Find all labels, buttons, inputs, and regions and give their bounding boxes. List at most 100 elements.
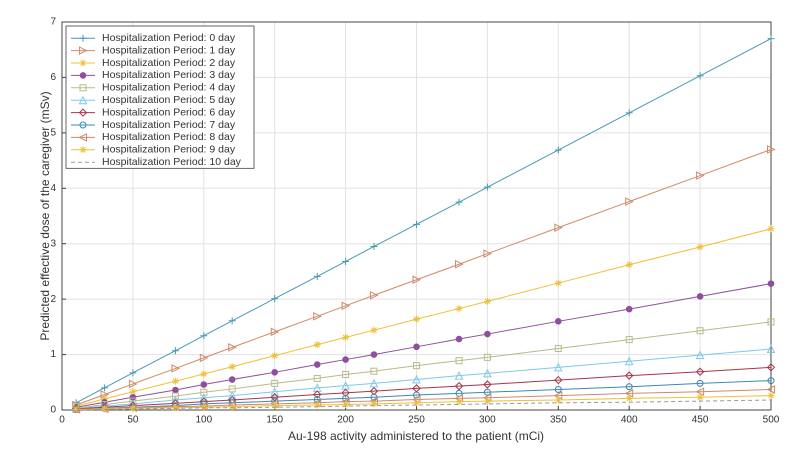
marker: [370, 351, 378, 358]
marker: [313, 361, 321, 368]
marker: [129, 369, 137, 377]
marker: [766, 385, 775, 394]
marker: [696, 327, 704, 335]
x-tick-label: 150: [266, 415, 283, 426]
legend-label: Hospitalization Period: 10 day: [102, 156, 242, 168]
marker: [270, 327, 280, 337]
marker: [413, 315, 420, 323]
marker: [484, 330, 491, 338]
marker: [412, 374, 421, 384]
marker: [370, 393, 378, 401]
legend-label: Hospitalization Period: 9 day: [102, 144, 236, 156]
marker: [767, 318, 775, 326]
marker: [171, 347, 179, 355]
marker: [228, 317, 236, 325]
marker: [696, 72, 704, 80]
y-tick-label: 6: [50, 72, 56, 83]
x-tick-label: 400: [621, 415, 638, 426]
legend-label: Hospitalization Period: 6 day: [102, 106, 236, 118]
x-tick-label: 50: [127, 415, 139, 426]
marker: [128, 379, 138, 389]
x-tick-label: 100: [195, 415, 212, 426]
line: [76, 149, 772, 406]
x-tick-label: 300: [479, 415, 496, 426]
marker: [767, 225, 775, 233]
marker: [625, 305, 633, 313]
marker: [455, 335, 463, 343]
marker: [313, 401, 321, 409]
marker: [129, 393, 137, 401]
marker: [696, 171, 705, 180]
marker: [199, 353, 209, 363]
marker: [270, 387, 280, 396]
x-tick-label: 0: [59, 415, 65, 426]
marker: [483, 388, 491, 396]
marker: [171, 377, 179, 385]
marker: [767, 377, 775, 385]
marker: [625, 394, 633, 402]
marker: [483, 297, 491, 305]
marker: [342, 257, 350, 265]
marker: [413, 220, 420, 228]
marker: [129, 388, 137, 396]
marker: [271, 369, 279, 376]
marker: [370, 400, 378, 408]
marker: [413, 362, 420, 370]
x-tick-label: 250: [408, 415, 425, 426]
marker: [200, 370, 208, 378]
line: [76, 348, 772, 410]
marker: [695, 350, 705, 360]
series: [76, 399, 772, 411]
marker: [72, 405, 80, 413]
marker: [695, 387, 705, 397]
marker: [766, 363, 776, 372]
line: [76, 380, 772, 410]
marker: [696, 243, 704, 251]
marker: [455, 305, 463, 313]
marker: [696, 393, 704, 401]
marker: [554, 396, 562, 404]
marker: [271, 379, 279, 387]
marker: [200, 332, 208, 340]
marker: [554, 385, 562, 393]
y-tick-label: 2: [50, 294, 56, 305]
marker: [271, 352, 279, 360]
marker: [483, 249, 493, 259]
line: [76, 366, 772, 410]
legend-box: [65, 25, 255, 169]
marker: [342, 400, 350, 408]
marker: [369, 378, 379, 388]
marker: [341, 301, 351, 311]
series: [72, 145, 776, 410]
marker: [554, 146, 562, 154]
marker: [625, 261, 633, 269]
marker: [696, 293, 704, 300]
marker: [455, 398, 463, 406]
marker: [313, 341, 321, 349]
series: [72, 392, 775, 413]
y-tick-label: 7: [50, 17, 56, 28]
marker: [455, 357, 463, 365]
marker: [79, 46, 88, 55]
marker: [228, 363, 236, 371]
legend-label: Hospitalization Period: 0 day: [102, 32, 236, 44]
marker: [553, 362, 563, 372]
marker: [695, 367, 705, 376]
marker: [79, 34, 87, 42]
marker: [79, 146, 87, 154]
marker: [455, 259, 464, 269]
marker: [228, 403, 236, 411]
marker: [454, 371, 464, 380]
marker: [171, 364, 181, 373]
marker: [101, 395, 109, 403]
legend-label: Hospitalization Period: 4 day: [102, 82, 236, 94]
marker: [483, 380, 492, 389]
marker: [625, 383, 633, 391]
legend-label: Hospitalization Period: 3 day: [102, 69, 236, 81]
marker: [454, 381, 464, 391]
y-tick-label: 0: [50, 405, 56, 416]
x-tick-label: 500: [763, 415, 780, 426]
marker: [369, 290, 379, 300]
legend-label: Hospitalization Period: 7 day: [102, 119, 236, 131]
